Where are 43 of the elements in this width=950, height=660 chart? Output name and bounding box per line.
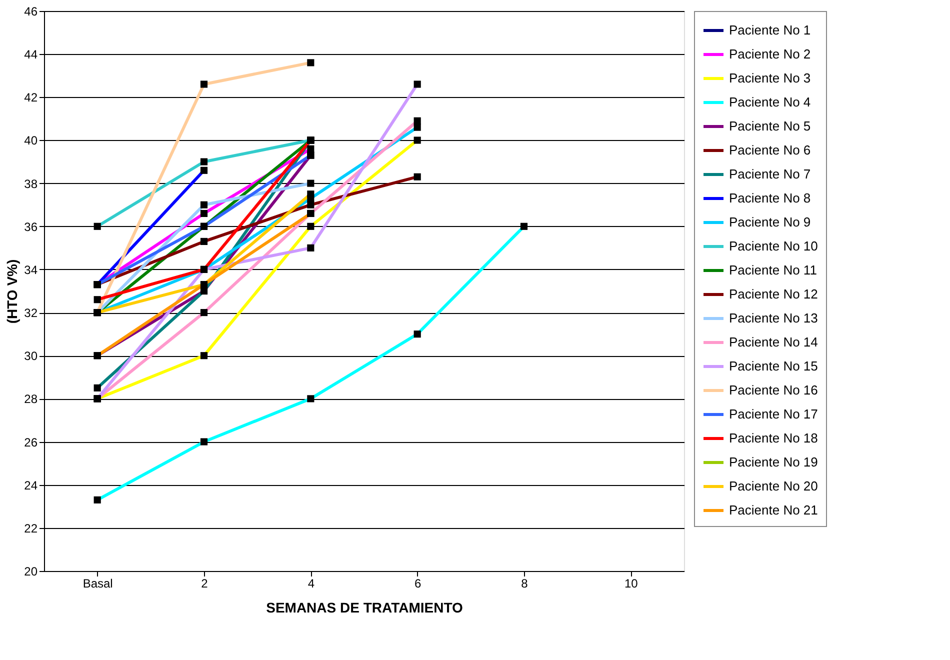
legend-label: Paciente No 20 — [729, 478, 818, 494]
legend-label: Paciente No 10 — [729, 238, 818, 254]
y-tick-label: 26 — [24, 435, 38, 450]
y-tick-label: 36 — [24, 220, 38, 234]
y-tick-label: 34 — [24, 262, 38, 277]
y-tick-label: 44 — [24, 48, 38, 62]
legend-label: Paciente No 5 — [729, 118, 811, 134]
y-tick-label: 24 — [24, 478, 38, 492]
y-tick-label: 38 — [24, 176, 38, 191]
legend-label: Paciente No 4 — [729, 94, 811, 110]
legend-label: Paciente No 18 — [729, 430, 818, 446]
legend-label: Paciente No 21 — [729, 502, 818, 518]
legend-label: Paciente No 3 — [729, 70, 811, 86]
legend-label: Paciente No 2 — [729, 46, 811, 62]
legend-label: Paciente No 7 — [729, 166, 811, 182]
legend-label: Paciente No 13 — [729, 310, 818, 326]
y-tick-label: 46 — [24, 4, 38, 18]
y-tick-label: 42 — [24, 90, 38, 105]
legend-label: Paciente No 1 — [729, 22, 811, 38]
x-tick-label: 4 — [308, 576, 315, 590]
x-axis-title: SEMANAS DE TRATAMIENTO — [266, 600, 463, 616]
legend-label: Paciente No 11 — [729, 262, 817, 278]
legend-label: Paciente No 16 — [729, 382, 818, 398]
y-tick-label: 30 — [24, 349, 38, 364]
y-tick-label: 40 — [24, 134, 38, 148]
y-tick-label: 20 — [24, 564, 38, 578]
legend-label: Paciente No 14 — [729, 334, 818, 350]
legend-label: Paciente No 17 — [729, 406, 818, 422]
legend-label: Paciente No 9 — [729, 214, 811, 230]
y-tick-label: 28 — [24, 392, 38, 406]
x-tick-label: 10 — [624, 576, 638, 590]
legend-label: Paciente No 6 — [729, 142, 811, 158]
y-axis-title: (HTO V%) — [4, 259, 20, 324]
x-tick-label: 6 — [414, 576, 422, 590]
legend-label: Paciente No 8 — [729, 190, 811, 206]
x-tick-label: Basal — [82, 576, 113, 590]
legend-label: Paciente No 12 — [729, 286, 818, 302]
y-tick-label: 32 — [24, 306, 38, 320]
x-tick-label: 8 — [521, 576, 528, 590]
y-tick-label: 22 — [24, 521, 38, 536]
legend-label: Paciente No 15 — [729, 358, 818, 374]
x-tick-label: 2 — [201, 576, 208, 590]
legend-label: Paciente No 19 — [729, 454, 818, 470]
